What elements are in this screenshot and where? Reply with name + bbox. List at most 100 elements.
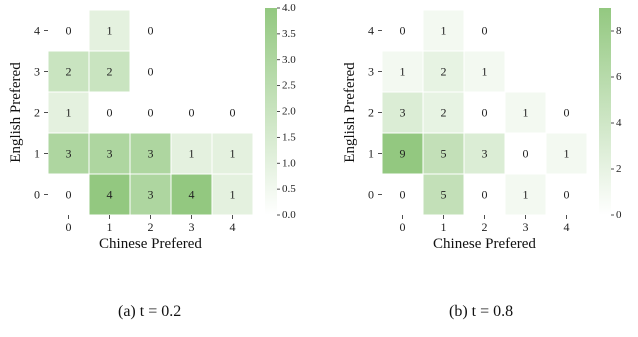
colorbar-tick-label: 3.0 bbox=[282, 54, 296, 66]
heatmap-cell bbox=[545, 91, 588, 134]
cell-value-label: 0 bbox=[564, 106, 570, 120]
heatmap-cell bbox=[463, 91, 506, 134]
y-tick-label: 1 bbox=[34, 147, 40, 161]
y-tick-label: 3 bbox=[34, 65, 40, 79]
cell-value-label: 5 bbox=[441, 188, 447, 202]
heatmap-cell bbox=[129, 132, 172, 175]
cell-value-label: 3 bbox=[148, 188, 154, 202]
cell-value-label: 0 bbox=[148, 65, 154, 79]
cell-value-label: 0 bbox=[189, 106, 195, 120]
cell-value-label: 0 bbox=[400, 24, 406, 38]
colorbar-tick-label: 8 bbox=[616, 25, 622, 37]
y-tick-label: 4 bbox=[34, 24, 40, 38]
colorbar-tick-label: 1.5 bbox=[282, 131, 296, 143]
x-tick-label: 4 bbox=[230, 220, 236, 234]
cell-value-label: 0 bbox=[400, 188, 406, 202]
cell-value-label: 0 bbox=[148, 106, 154, 120]
heatmap-cell bbox=[88, 173, 131, 216]
cell-value-label: 1 bbox=[400, 65, 406, 79]
y-tick-label: 4 bbox=[368, 24, 374, 38]
cell-value-label: 4 bbox=[189, 188, 195, 202]
cell-value-label: 2 bbox=[441, 106, 447, 120]
cell-value-label: 0 bbox=[148, 24, 154, 38]
heatmap-cell bbox=[463, 9, 506, 52]
cell-value-label: 1 bbox=[441, 24, 447, 38]
y-tick-label: 3 bbox=[368, 65, 374, 79]
cell-value-label: 1 bbox=[189, 147, 195, 161]
heatmap-cell bbox=[381, 132, 424, 175]
cell-value-label: 1 bbox=[523, 188, 529, 202]
colorbar-tick-label: 4.0 bbox=[282, 2, 296, 14]
colorbar-tick-label: 2.0 bbox=[282, 106, 296, 118]
cell-value-label: 1 bbox=[523, 106, 529, 120]
y-tick-label: 0 bbox=[368, 188, 374, 202]
caption-b: (b) t = 0.8 bbox=[449, 303, 514, 320]
cell-value-label: 0 bbox=[107, 106, 113, 120]
heatmap-cell bbox=[211, 173, 254, 216]
cell-value-label: 3 bbox=[400, 106, 406, 120]
colorbar-tick-label: 4 bbox=[616, 117, 622, 129]
cell-value-label: 3 bbox=[107, 147, 113, 161]
heatmap-panel-a: 0 1 0 2 2 0 1 0 0 0 0 3 3 3 1 1 0 4 3 4 1 0 1 2 3 4 0 1 2 3 4 Chinese P… bbox=[8, 2, 296, 252]
caption-a: (a) t = 0.2 bbox=[118, 303, 182, 320]
colorbar-tick-label: 2.5 bbox=[282, 80, 296, 92]
colorbar-tick-label: 0 bbox=[616, 209, 622, 221]
cell-value-label: 0 bbox=[564, 188, 570, 202]
heatmap-cell bbox=[422, 9, 465, 52]
x-axis-label: Chinese Prefered bbox=[99, 236, 202, 252]
colorbar bbox=[599, 8, 611, 215]
cell-value-label: 1 bbox=[482, 65, 488, 79]
cell-value-label: 2 bbox=[66, 65, 72, 79]
x-tick-label: 0 bbox=[66, 220, 72, 234]
y-tick-label: 1 bbox=[368, 147, 374, 161]
heatmap-cell bbox=[129, 50, 172, 93]
cell-value-label: 0 bbox=[523, 147, 529, 161]
x-tick-label: 2 bbox=[148, 220, 154, 234]
cell-value-label: 1 bbox=[230, 188, 236, 202]
cell-value-label: 0 bbox=[482, 24, 488, 38]
heatmap-cell bbox=[381, 91, 424, 134]
heatmap-cell bbox=[422, 173, 465, 216]
colorbar-tick-label: 0.0 bbox=[282, 209, 296, 221]
heatmap-cell bbox=[422, 132, 465, 175]
heatmap-cell bbox=[463, 132, 506, 175]
cell-value-label: 3 bbox=[66, 147, 72, 161]
x-axis-label: Chinese Prefered bbox=[433, 236, 536, 252]
cell-value-label: 0 bbox=[66, 24, 72, 38]
heatmap-cell bbox=[211, 132, 254, 175]
x-tick-label: 1 bbox=[107, 220, 113, 234]
colorbar-tick-label: 6 bbox=[616, 71, 622, 83]
x-tick-label: 2 bbox=[482, 220, 488, 234]
x-tick-label: 3 bbox=[189, 220, 195, 234]
y-tick-label: 2 bbox=[368, 106, 374, 120]
cell-value-label: 1 bbox=[564, 147, 570, 161]
cell-value-label: 3 bbox=[482, 147, 488, 161]
heatmap-cell bbox=[211, 91, 254, 134]
x-tick-label: 1 bbox=[441, 220, 447, 234]
y-tick-label: 0 bbox=[34, 188, 40, 202]
y-tick-label: 2 bbox=[34, 106, 40, 120]
cell-value-label: 0 bbox=[66, 188, 72, 202]
heatmap-cell bbox=[463, 50, 506, 93]
heatmap-cell bbox=[170, 91, 213, 134]
y-axis-label: English Prefered bbox=[8, 62, 24, 163]
heatmap-cell bbox=[422, 91, 465, 134]
heatmap-cell bbox=[545, 132, 588, 175]
heatmap-cell bbox=[47, 132, 90, 175]
cell-value-label: 1 bbox=[230, 147, 236, 161]
cell-value-label: 0 bbox=[482, 106, 488, 120]
colorbar-tick-label: 2 bbox=[616, 163, 622, 175]
heatmap-cell bbox=[463, 173, 506, 216]
heatmap-cell bbox=[88, 91, 131, 134]
cell-value-label: 2 bbox=[107, 65, 113, 79]
cell-value-label: 9 bbox=[400, 147, 406, 161]
cell-value-label: 0 bbox=[230, 106, 236, 120]
cell-value-label: 3 bbox=[148, 147, 154, 161]
heatmap-cell bbox=[545, 173, 588, 216]
heatmap-cell bbox=[381, 50, 424, 93]
y-axis-label: English Prefered bbox=[342, 62, 358, 163]
cell-value-label: 0 bbox=[482, 188, 488, 202]
colorbar-tick-label: 3.5 bbox=[282, 28, 296, 40]
cell-value-label: 1 bbox=[66, 106, 72, 120]
